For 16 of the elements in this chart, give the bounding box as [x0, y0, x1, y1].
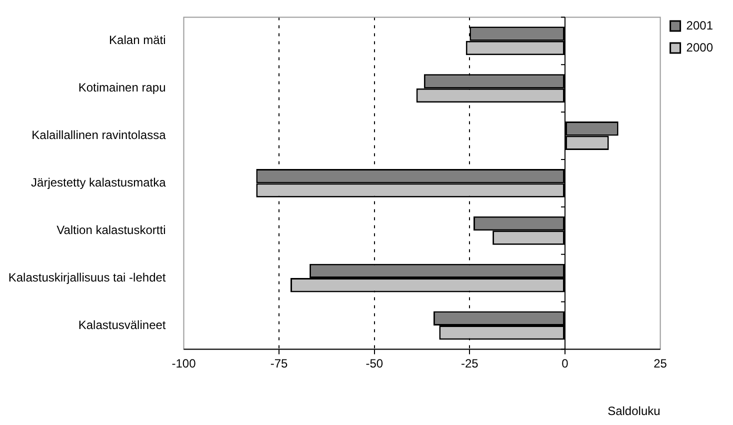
x-tick-label: -50 [366, 356, 384, 371]
x-tick-label: -25 [461, 356, 479, 371]
y-tick-label: Kalaillallinen ravintolassa [32, 128, 166, 142]
x-tick-label: -75 [270, 356, 288, 371]
y-tick-label: Kotimainen rapu [78, 80, 166, 95]
legend-label: 2000 [686, 40, 714, 54]
x-tick-label: 0 [562, 356, 569, 371]
x-tick-label: 25 [654, 356, 668, 371]
x-axis-title: Saldoluku [608, 404, 660, 418]
y-tick-label: Valtion kalastuskortti [56, 222, 166, 237]
y-tick-label: Järjestetty kalastusmatka [31, 176, 166, 190]
y-tick-label: Kalan mäti [109, 33, 166, 48]
y-tick-label: Kalastusvälineet [78, 318, 166, 332]
y-tick-label: Kalastuskirjallisuus tai -lehdet [8, 270, 166, 284]
x-tick-label: -100 [172, 356, 196, 371]
legend-label: 2001 [686, 18, 714, 32]
